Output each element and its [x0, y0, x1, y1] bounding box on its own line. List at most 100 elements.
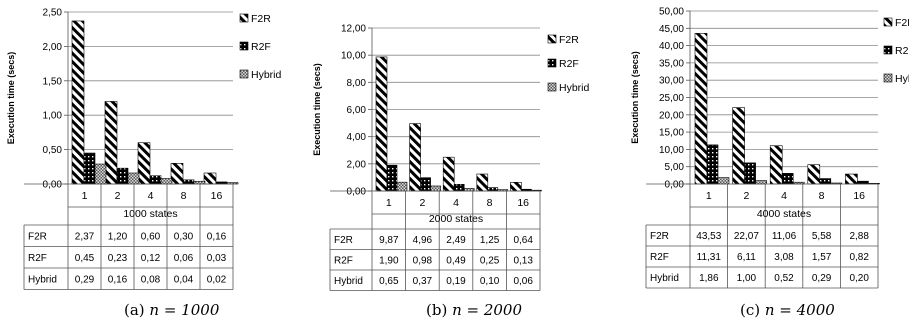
x-group-label: 2000 states	[429, 213, 483, 225]
x-tick-label: 2	[115, 190, 121, 202]
x-tick-label: 1	[82, 190, 88, 202]
table-cell: 0,29	[75, 274, 95, 285]
caption-math: n = 2000	[452, 301, 522, 319]
table-cell: 11,31	[697, 252, 722, 263]
caption-prefix: (b)	[426, 301, 452, 319]
table-cell: 0,12	[141, 253, 161, 264]
y-tick-label: 0,50	[43, 145, 63, 156]
legend-label-r2f: R2F	[895, 45, 909, 57]
table-cell: 6,11	[737, 252, 756, 263]
bar-r2f-1	[706, 144, 719, 185]
caption-math: n = 4000	[765, 301, 835, 319]
table-cell: 22,07	[734, 231, 759, 242]
table-cell: 1,86	[699, 273, 719, 284]
table-cell: 0,08	[141, 274, 161, 285]
bar-f2r-8	[170, 163, 184, 185]
table-cell: 1,90	[379, 255, 399, 266]
legend-swatch-hybrid	[547, 82, 557, 92]
bar-f2r-16	[510, 182, 522, 192]
table-cell: 0,45	[75, 253, 95, 264]
legend-label-hybrid: Hybrid	[895, 73, 909, 85]
y-axis-label: Execution time (secs)	[6, 52, 16, 145]
y-tick-label: 6,00	[347, 105, 367, 116]
y-tick-label: 0,00	[43, 180, 63, 191]
table-cell: 0,16	[207, 231, 227, 242]
y-tick-label: 15,00	[659, 128, 684, 139]
legend-label-r2f: R2F	[559, 58, 579, 70]
table-cell: 0,02	[207, 274, 227, 285]
x-tick-label: 16	[211, 190, 223, 202]
legend-label-f2r: F2R	[559, 34, 579, 46]
bar-hybrid-4	[160, 178, 173, 185]
y-tick-label: 10,00	[341, 51, 366, 62]
x-tick-label: 2	[419, 197, 425, 209]
bar-r2f-8	[182, 179, 195, 185]
table-row-label: Hybrid	[334, 276, 363, 287]
panel-caption: (c) n = 4000	[740, 301, 835, 319]
y-tick-label: 35,00	[659, 58, 684, 69]
table-cell: 0,20	[849, 273, 869, 284]
table-cell: 0,13	[513, 255, 533, 266]
table-row-label: F2R	[28, 231, 47, 242]
table-cell: 4,96	[413, 235, 433, 246]
bar-f2r-16	[845, 173, 858, 185]
legend-label-hybrid: Hybrid	[559, 82, 590, 94]
x-tick-label: 16	[853, 190, 865, 202]
bar-r2f-1	[83, 152, 96, 185]
chart-panel-1: 0,00 0,50 1,00 1,50 2,00 2,50 Execution time (…	[6, 8, 282, 320]
bar-r2f-8	[819, 178, 832, 185]
table-cell: 0,49	[446, 255, 466, 266]
table-cell: 43,53	[696, 231, 721, 242]
legend-swatch-r2f	[883, 45, 893, 55]
table-cell: 0,60	[141, 231, 161, 242]
bar-r2f-4	[453, 184, 465, 192]
bar-f2r-16	[203, 172, 217, 185]
table-cell: 0,98	[413, 255, 433, 266]
table-row-label: R2F	[28, 253, 47, 264]
x-group-label: 1000 states	[123, 208, 177, 220]
table-cell: 0,29	[812, 273, 832, 284]
legend-label-f2r: F2R	[251, 13, 271, 25]
y-tick-label: 10,00	[659, 145, 684, 156]
table-cell: 3,08	[774, 252, 794, 263]
caption-math: n = 1000	[149, 301, 219, 319]
bar-hybrid-8	[193, 180, 206, 185]
panel-caption: (a) n = 1000	[124, 301, 220, 319]
table-cell: 0,23	[108, 253, 128, 264]
bar-f2r-8	[807, 164, 821, 185]
bar-f2r-4	[137, 142, 151, 185]
x-tick-label: 4	[148, 190, 154, 202]
legend-label-r2f: R2F	[251, 41, 271, 53]
table-cell: 0,10	[480, 276, 500, 287]
panel-caption: (b) n = 2000	[426, 301, 522, 319]
table-cell: 0,37	[413, 276, 433, 287]
y-tick-label: 4,00	[347, 132, 367, 143]
bar-r2f-1	[386, 164, 398, 192]
table-cell: 0,16	[108, 274, 128, 285]
table-cell: 1,20	[108, 231, 128, 242]
table-row-label: F2R	[334, 235, 353, 246]
table-cell: 2,37	[75, 231, 95, 242]
legend-label-f2r: F2R	[895, 17, 909, 29]
table-cell: 11,06	[772, 231, 797, 242]
bar-f2r-8	[476, 173, 489, 192]
legend-swatch-f2r	[239, 13, 249, 23]
legend-swatch-r2f	[239, 41, 249, 51]
bar-r2f-4	[781, 173, 794, 185]
table-cell: 0,06	[513, 276, 533, 287]
y-tick-label: 40,00	[659, 41, 684, 52]
y-tick-label: 45,00	[659, 24, 684, 35]
table-cell: 0,65	[379, 276, 399, 287]
y-tick-label: 1,50	[43, 76, 63, 87]
bar-hybrid-1	[717, 177, 730, 185]
bar-f2r-1	[71, 20, 85, 185]
table-cell: 0,03	[207, 253, 227, 264]
table-cell: 0,19	[446, 276, 466, 287]
y-tick-label: 8,00	[347, 78, 367, 89]
table-row-label: Hybrid	[650, 273, 679, 284]
bar-r2f-2	[116, 167, 129, 185]
bar-f2r-2	[104, 101, 118, 185]
bar-hybrid-2	[755, 180, 767, 185]
table-row-label: R2F	[650, 252, 669, 263]
